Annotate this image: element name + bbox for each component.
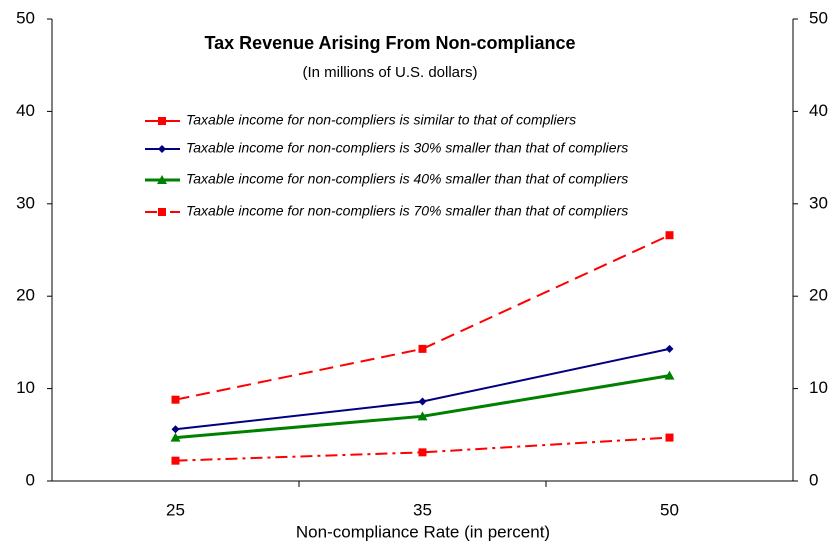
- y2-tick-label: 10: [809, 378, 828, 397]
- marker: [665, 344, 674, 353]
- series-line: [175, 436, 670, 462]
- legend-label: Taxable income for non-compliers is simi…: [186, 112, 576, 128]
- legend-label: Taxable income for non-compliers is 40% …: [186, 171, 628, 187]
- series-line: [175, 234, 670, 401]
- y-tick-label: 40: [16, 101, 35, 120]
- chart-title: Tax Revenue Arising From Non-compliance: [204, 33, 575, 53]
- marker: [170, 432, 181, 442]
- marker: [417, 411, 428, 421]
- x-tick-label: 50: [660, 500, 679, 519]
- chart-subtitle: (In millions of U.S. dollars): [302, 64, 477, 81]
- marker: [665, 433, 674, 442]
- y-tick-label: 30: [16, 193, 35, 212]
- marker: [158, 145, 166, 153]
- marker: [664, 370, 675, 380]
- x-tick-label: 35: [413, 500, 432, 519]
- y2-tick-label: 40: [809, 101, 828, 120]
- y2-tick-label: 50: [809, 8, 828, 27]
- marker: [665, 231, 674, 240]
- marker: [418, 344, 427, 353]
- marker: [158, 208, 166, 216]
- marker: [418, 397, 427, 406]
- y-tick-label: 10: [16, 378, 35, 397]
- x-axis-label: Non-compliance Rate (in percent): [296, 522, 550, 541]
- y2-tick-label: 30: [809, 193, 828, 212]
- legend-label: Taxable income for non-compliers is 30% …: [186, 140, 628, 156]
- marker: [171, 395, 180, 404]
- legend-label: Taxable income for non-compliers is 70% …: [186, 203, 628, 219]
- y2-tick-label: 20: [809, 286, 828, 305]
- y-tick-label: 20: [16, 286, 35, 305]
- y2-tick-label: 0: [809, 470, 818, 489]
- marker: [171, 456, 180, 465]
- y-tick-label: 0: [26, 470, 35, 489]
- marker: [418, 448, 427, 457]
- marker: [171, 425, 180, 434]
- x-tick-label: 25: [166, 500, 185, 519]
- marker: [157, 175, 167, 184]
- marker: [158, 117, 166, 125]
- y-tick-label: 50: [16, 8, 35, 27]
